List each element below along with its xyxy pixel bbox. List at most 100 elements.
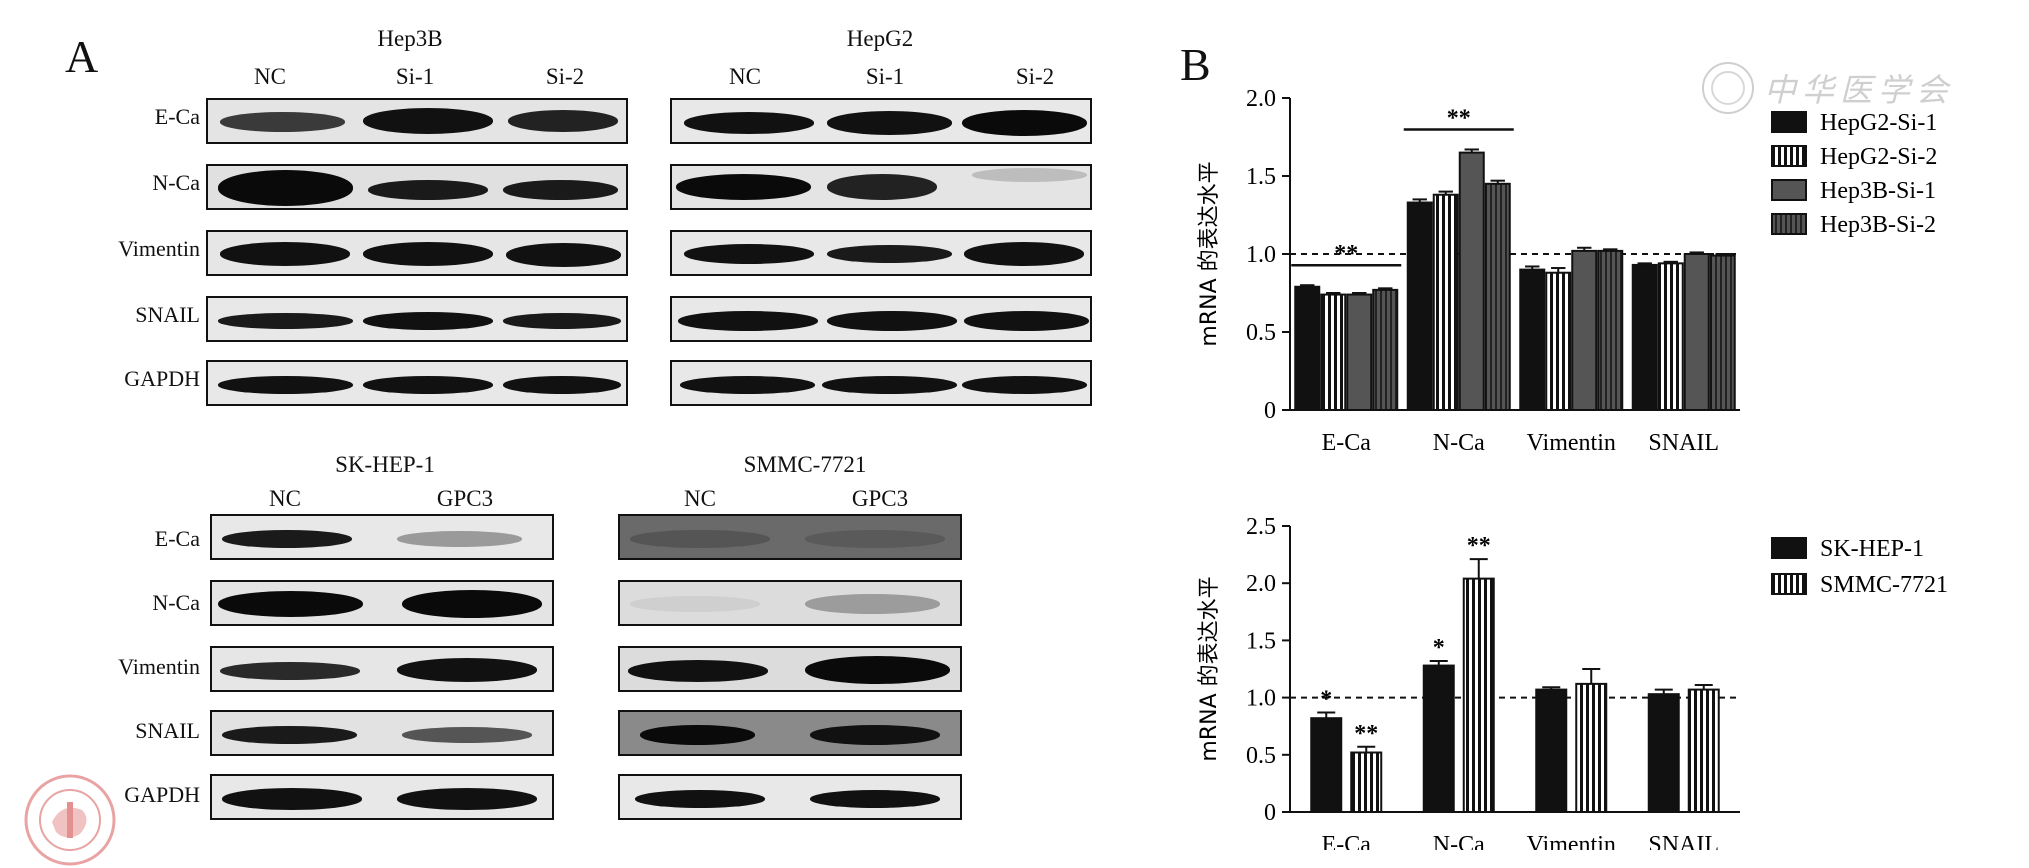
x-tick-label: E-Ca (1322, 430, 1372, 456)
group-label-hepg2: HepG2 (846, 26, 914, 51)
blot-smmc-7721-n-ca (618, 580, 962, 626)
bar (1432, 193, 1459, 411)
blot-smmc-7721-vimentin (618, 646, 962, 692)
bar (1687, 688, 1720, 813)
chart-sk-hep-1-smmc-7721: 0 0.5 1.0 1.5 2.0 2.5 mRNA 的表达水平 E-Ca N-Ca Viment… (1197, 514, 1948, 850)
column-label: NC (684, 486, 716, 511)
blot-hep3b-n-ca (206, 164, 628, 210)
bar (1406, 201, 1433, 411)
row-label: SNAIL (135, 718, 200, 743)
legend-swatch (1771, 537, 1807, 559)
x-tick-label: Vimentin (1527, 430, 1616, 456)
significance-label: * (1433, 635, 1445, 661)
group-label-sk-hep-1: SK-HEP-1 (335, 452, 435, 477)
blot-smmc-7721-snail (618, 710, 962, 756)
row-label: E-Ca (154, 526, 200, 551)
column-label: NC (269, 486, 301, 511)
bar (1571, 249, 1598, 411)
legend-label: Hep3B-Si-2 (1820, 212, 1936, 238)
row-label: Vimentin (118, 236, 200, 261)
blot-hepg2-vimentin (670, 230, 1092, 276)
bar (1484, 182, 1511, 411)
bar (1310, 717, 1343, 813)
column-label: Si-2 (545, 64, 585, 89)
column-label: NC (254, 64, 286, 89)
bar (1657, 262, 1684, 411)
x-tick-label: SNAIL (1648, 430, 1719, 456)
row-label: GAPDH (124, 366, 200, 391)
y-axis-label: mRNA 的表达水平 (1197, 576, 1222, 761)
bar (1350, 751, 1383, 813)
bar (1545, 271, 1572, 411)
blot-hepg2-snail (670, 296, 1092, 342)
blot-sk-hep-1-n-ca (210, 580, 554, 626)
association-seal-logo (24, 774, 116, 866)
blot-smmc-7721-e-ca (618, 514, 962, 560)
significance-label: * (1320, 686, 1332, 712)
y-tick-label: 1.0 (1246, 242, 1276, 268)
legend-swatch (1771, 145, 1807, 167)
row-label: SNAIL (135, 302, 200, 327)
x-tick-label: N-Ca (1433, 832, 1485, 850)
bar (1631, 263, 1658, 411)
blot-sk-hep-1-vimentin (210, 646, 554, 692)
bar (1683, 253, 1710, 411)
blot-hep3b-vimentin (206, 230, 628, 276)
legend-label: SMMC-7721 (1820, 572, 1948, 598)
y-tick-label: 1.0 (1246, 686, 1276, 712)
watermark-text: 中华医学会 (1764, 71, 1955, 109)
blot-hep3b-gapdh (206, 360, 628, 406)
row-label: GAPDH (124, 782, 200, 807)
bar (1535, 688, 1568, 813)
y-tick-label: 0 (1264, 398, 1276, 424)
group-label-hep3b: Hep3B (377, 26, 443, 51)
bar (1462, 577, 1495, 814)
blot-hepg2-gapdh (670, 360, 1092, 406)
column-label: NC (729, 64, 761, 89)
column-label: GPC3 (436, 486, 494, 511)
column-label: Si-1 (395, 64, 435, 89)
column-label: Si-2 (1015, 64, 1055, 89)
row-label: N-Ca (152, 590, 200, 615)
column-label: Si-1 (865, 64, 905, 89)
blot-sk-hep-1-gapdh (210, 774, 554, 820)
y-tick-label: 1.5 (1246, 164, 1276, 190)
blot-sk-hep-1-e-ca (210, 514, 554, 560)
legend-label: HepG2-Si-2 (1820, 144, 1937, 170)
legend-swatch (1771, 179, 1807, 201)
x-tick-label: E-Ca (1322, 832, 1372, 850)
y-tick-label: 1.5 (1246, 628, 1276, 654)
bar (1575, 682, 1608, 813)
bar (1346, 293, 1373, 411)
bar (1647, 693, 1680, 813)
x-tick-label: SNAIL (1648, 832, 1719, 850)
significance-label: ** (1334, 241, 1358, 267)
blot-smmc-7721-gapdh (618, 774, 962, 820)
bar (1709, 254, 1736, 411)
legend-label: HepG2-Si-1 (1820, 110, 1937, 136)
legend-swatch (1771, 213, 1807, 235)
bar (1422, 664, 1455, 813)
row-label: Vimentin (118, 654, 200, 679)
bar (1458, 151, 1485, 411)
legend-swatch (1771, 111, 1807, 133)
bar (1294, 285, 1321, 411)
x-tick-label: N-Ca (1433, 430, 1485, 456)
bar (1597, 249, 1624, 411)
y-tick-label: 2.5 (1246, 514, 1276, 540)
significance-label: ** (1354, 721, 1378, 747)
blot-hepg2-e-ca (670, 98, 1092, 144)
bar (1372, 288, 1399, 412)
blot-hep3b-snail (206, 296, 628, 342)
blot-hepg2-n-ca (670, 164, 1092, 210)
significance-label: ** (1467, 533, 1491, 559)
x-tick-label: Vimentin (1527, 832, 1616, 850)
blot-sk-hep-1-snail (210, 710, 554, 756)
watermark-seal-icon (1702, 62, 1754, 114)
chart-hepg2-hep3b: 0 0.5 1.0 1.5 2.0 mRNA 的表达水平 E-Ca N-Ca Vimentin S… (1197, 86, 1937, 456)
legend-swatch (1771, 573, 1807, 595)
y-tick-label: 2.0 (1246, 86, 1276, 112)
panel-a-label: A (65, 31, 99, 82)
significance-label: ** (1447, 105, 1471, 131)
legend-label: SK-HEP-1 (1820, 536, 1924, 562)
